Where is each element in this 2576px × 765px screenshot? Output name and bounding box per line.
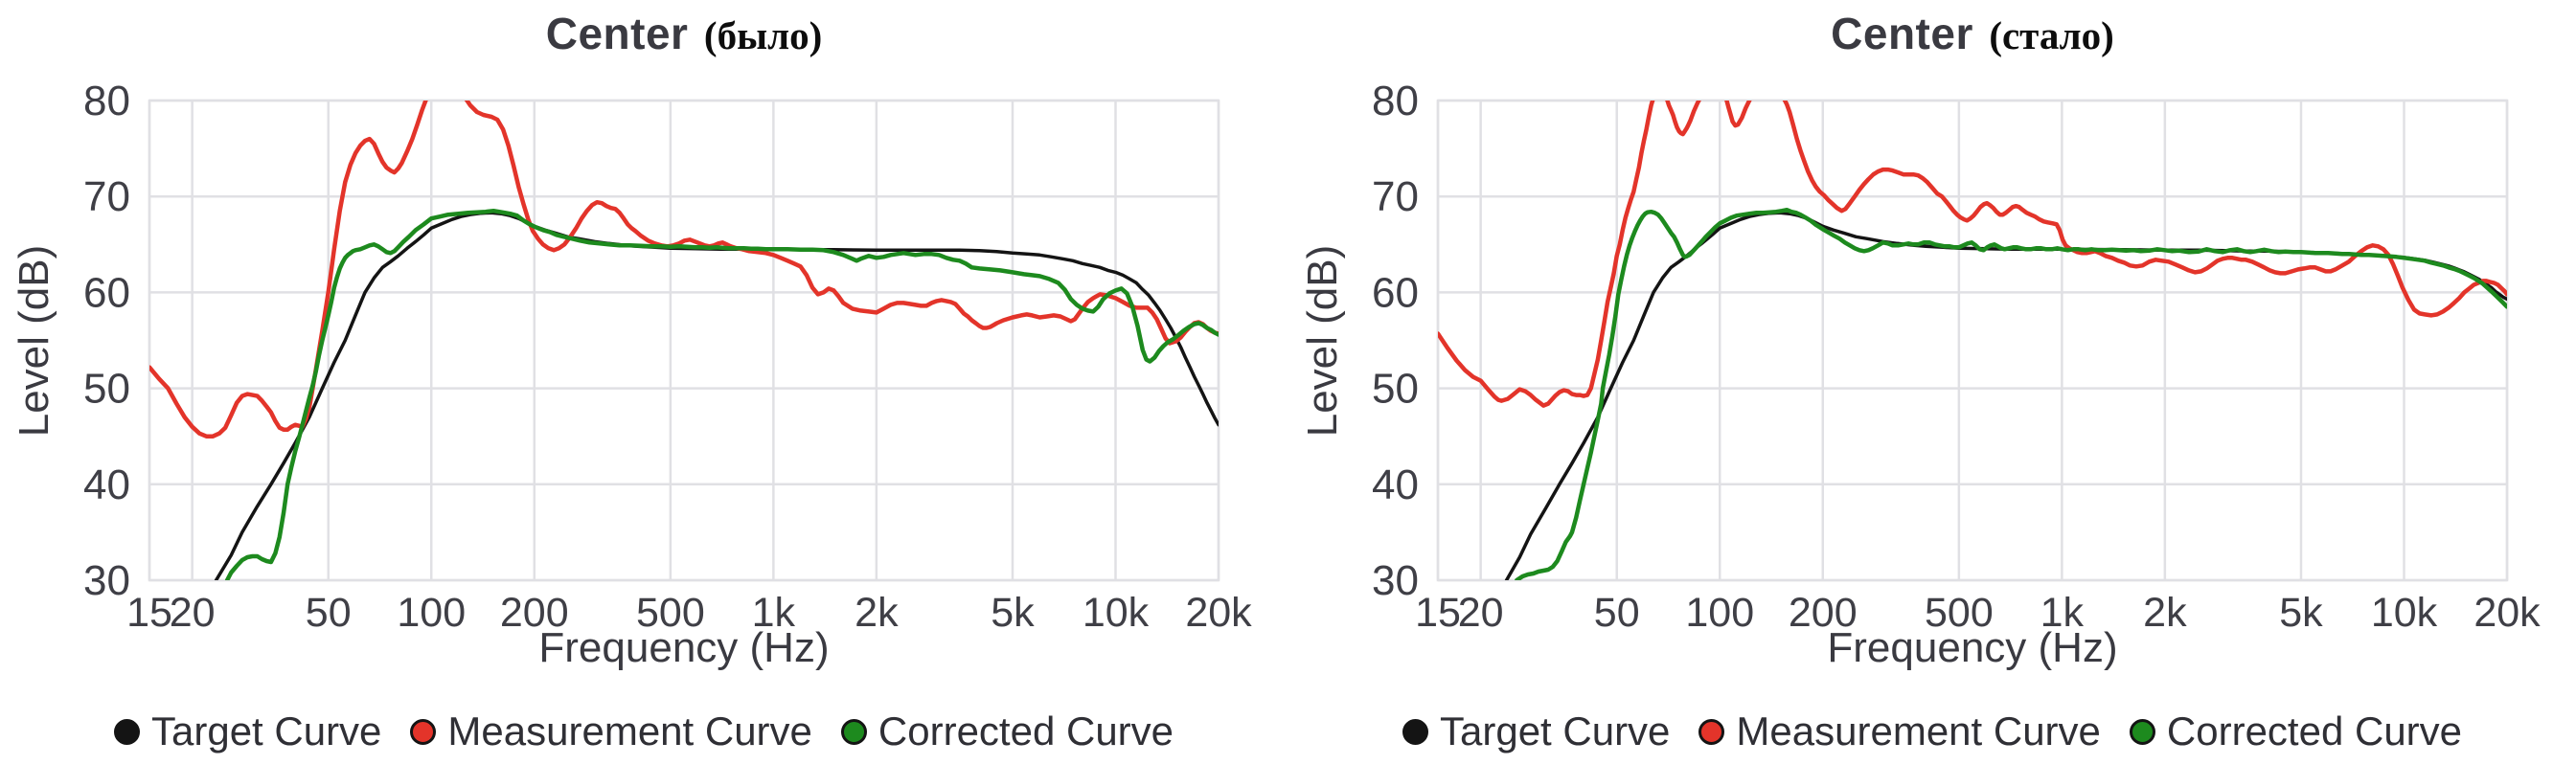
x-axis-label: Frequency (Hz)	[538, 624, 830, 671]
chart-title-main: Center	[1831, 9, 1973, 58]
x-tick-label: 100	[397, 590, 466, 636]
y-tick-label: 40	[83, 461, 130, 508]
legend-item-measurement: Measurement Curve	[1698, 709, 2101, 754]
measurement-curve-swatch-icon	[1698, 718, 1725, 745]
x-tick-label: 50	[306, 590, 352, 636]
x-tick-label: 1k	[752, 590, 796, 636]
target-curve-swatch-icon	[113, 718, 140, 745]
y-tick-label: 70	[83, 173, 130, 220]
series-measurement	[1438, 101, 2507, 408]
chart-title-main: Center	[545, 9, 689, 58]
legend-label: Corrected Curve	[878, 709, 1174, 754]
series-target	[1504, 211, 2507, 580]
legend-label: Target Curve	[150, 709, 382, 754]
x-tick-label: 200	[1789, 590, 1858, 636]
measurement-curve-swatch-icon	[410, 718, 437, 745]
y-tick-label: 80	[1372, 78, 1419, 124]
target-curve-swatch-icon	[1402, 718, 1428, 745]
x-tick-label: 5k	[991, 590, 1035, 636]
chart-title-note: (стало)	[1989, 13, 2114, 57]
legend-item-target: Target Curve	[113, 709, 382, 754]
legend: Target Curve Measurement Curve Corrected…	[0, 709, 1288, 754]
x-tick-label: 15	[126, 590, 172, 636]
x-axis-label: Frequency (Hz)	[1827, 624, 2118, 671]
plot-border	[148, 99, 1220, 582]
x-tick-label: 20k	[1185, 590, 1252, 636]
y-tick-label: 80	[83, 78, 130, 124]
legend-item-corrected: Corrected Curve	[2129, 709, 2463, 754]
chart-title: Center (было)	[149, 8, 1219, 59]
x-tick-label: 15	[1415, 590, 1461, 636]
x-tick-label: 10k	[1083, 590, 1150, 636]
x-tick-label: 200	[500, 590, 569, 636]
chart-panel-left: Center (было) Level (dB) 15 20 50 100 200 500…	[0, 8, 1288, 754]
series-corrected	[224, 208, 1219, 580]
x-tick-label: 2k	[2143, 590, 2187, 636]
x-tick-label: 500	[636, 590, 705, 636]
x-tick-label: 500	[1925, 590, 1994, 636]
x-tick-label: 5k	[2279, 590, 2323, 636]
y-tick-label: 30	[1372, 557, 1419, 604]
x-tick-label: 1k	[2040, 590, 2085, 636]
x-tick-label: 10k	[2371, 590, 2438, 636]
x-tick-label: 20	[1458, 590, 1504, 636]
chart-title-note: (было)	[703, 13, 823, 57]
x-tick-label: 20	[170, 590, 216, 636]
chart-panel-right: Center (стало) Level (dB) 15 20 50 100 200 50…	[1288, 0, 2576, 765]
legend: Target Curve Measurement Curve Corrected…	[1288, 709, 2576, 754]
legend-item-corrected: Corrected Curve	[840, 709, 1174, 754]
y-tick-label: 60	[83, 269, 130, 316]
legend-label: Corrected Curve	[2166, 709, 2463, 754]
corrected-curve-swatch-icon	[2129, 718, 2155, 745]
series-target	[214, 211, 1219, 580]
x-tick-label: 20k	[2473, 590, 2541, 636]
y-tick-label: 40	[1372, 461, 1419, 508]
y-tick-label: 70	[1372, 173, 1419, 220]
corrected-curve-swatch-icon	[840, 718, 867, 745]
legend-label: Target Curve	[1439, 709, 1671, 754]
legend-item-target: Target Curve	[1402, 709, 1670, 754]
x-tick-label: 50	[1594, 590, 1640, 636]
legend-label: Measurement Curve	[447, 709, 812, 754]
legend-item-measurement: Measurement Curve	[410, 709, 812, 754]
y-tick-label: 50	[83, 366, 130, 413]
x-tick-label: 100	[1685, 590, 1754, 636]
y-tick-label: 60	[1372, 269, 1419, 316]
chart-title: Center (стало)	[1438, 8, 2507, 59]
legend-label: Measurement Curve	[1736, 709, 2101, 754]
y-tick-label: 30	[83, 557, 130, 604]
series-corrected	[1515, 207, 2507, 580]
y-tick-label: 50	[1372, 366, 1419, 413]
plot-border	[1436, 99, 2509, 582]
x-tick-label: 2k	[855, 590, 899, 636]
